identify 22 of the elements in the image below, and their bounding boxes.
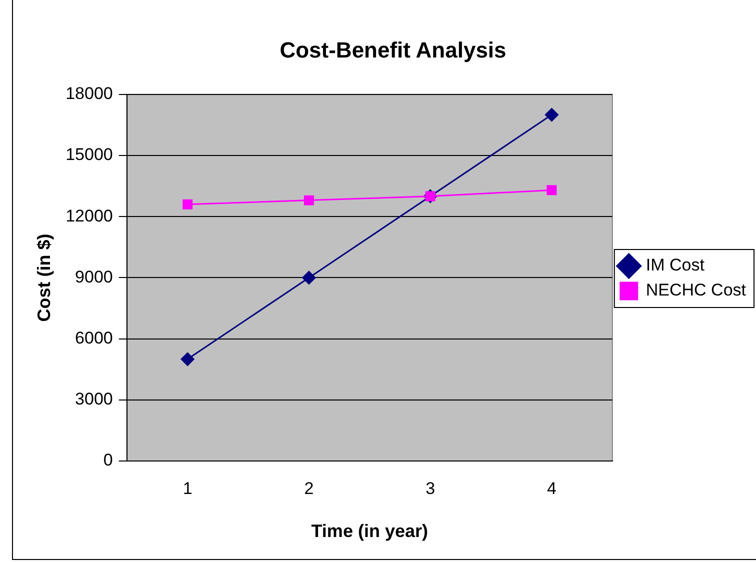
y-tick-label: 3000 [75, 390, 113, 409]
point [180, 352, 194, 366]
x-tick-label: 2 [304, 478, 314, 498]
y-axis-title: Cost (in $) [34, 234, 54, 322]
point [302, 270, 316, 284]
y-tick-label: 6000 [75, 328, 113, 348]
y-tick-label: 9000 [75, 267, 113, 286]
point [304, 195, 314, 206]
point [182, 199, 193, 210]
chart-title: Cost-Benefit Analysis [280, 37, 506, 62]
point [544, 108, 558, 122]
x-axis-title: Time (in year) [311, 521, 428, 542]
y-tick-label: 15000 [66, 145, 113, 164]
x-tick-label: 4 [546, 478, 556, 498]
x-tick-label: 3 [426, 478, 436, 498]
y-tick-label: 12000 [66, 206, 113, 226]
point [546, 185, 557, 196]
legend-label: NECHC Cost [646, 280, 746, 300]
y-tick-label: 0 [103, 450, 113, 470]
x-tick-label: 1 [182, 478, 192, 498]
y-tick-label: 18000 [66, 84, 113, 104]
legend-label: IM Cost [646, 256, 705, 275]
